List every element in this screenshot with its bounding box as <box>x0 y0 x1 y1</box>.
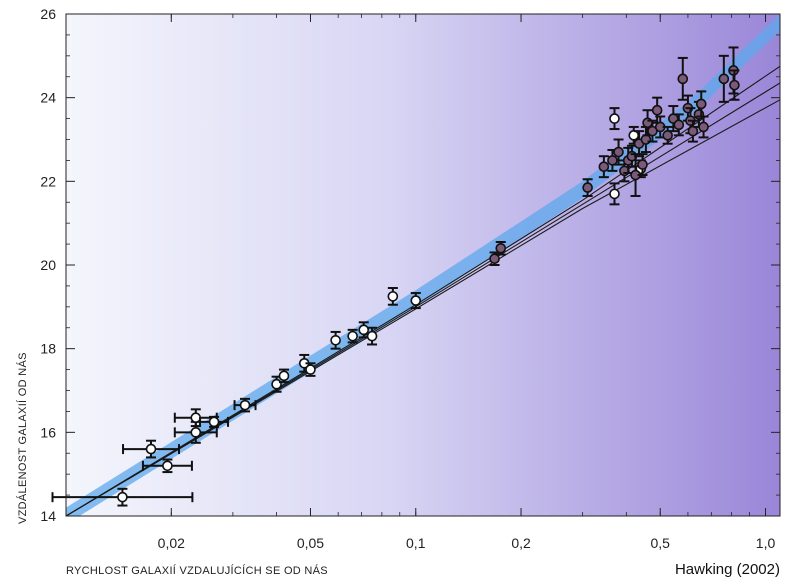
data-point <box>647 119 658 143</box>
y-tick-label: 22 <box>40 173 56 189</box>
x-tick-label: 0,1 <box>406 535 426 551</box>
open-marker <box>609 188 620 200</box>
data-point <box>141 458 193 474</box>
data-point <box>489 251 500 266</box>
x-tick-label: 1,0 <box>756 535 776 551</box>
band-area <box>66 14 780 516</box>
open-marker <box>190 427 202 438</box>
open-marker <box>410 295 422 306</box>
data-point <box>358 321 370 339</box>
y-tick-label: 14 <box>40 508 56 524</box>
filled-marker <box>647 125 658 137</box>
open-marker <box>305 364 316 375</box>
data-point <box>233 397 257 413</box>
open-marker <box>239 399 251 411</box>
filled-marker <box>662 130 673 141</box>
open-marker <box>347 330 358 342</box>
data-point <box>330 330 341 350</box>
data-point <box>495 240 507 256</box>
credit-label: Hawking (2002) <box>675 561 780 578</box>
x-tick-label: 0,5 <box>650 535 670 551</box>
open-marker <box>366 330 378 342</box>
y-axis-title: VZDÁLENOST GALAXIÍ OD NÁS <box>16 352 29 524</box>
filled-marker <box>607 155 618 166</box>
filled-marker <box>489 253 500 265</box>
data-point <box>613 138 624 166</box>
x-tick-label: 0,2 <box>511 535 531 551</box>
filled-marker <box>698 121 709 133</box>
filled-marker <box>677 73 689 85</box>
data-point <box>662 125 673 145</box>
y-tick-label: 16 <box>40 424 56 440</box>
y-tick-label: 26 <box>40 6 56 22</box>
open-marker <box>208 416 220 428</box>
plot-background <box>66 14 780 516</box>
filled-marker <box>642 117 653 129</box>
data-point <box>668 105 679 133</box>
data-point <box>695 90 707 118</box>
y-tick-label: 24 <box>40 90 56 106</box>
filled-marker <box>687 125 699 137</box>
data-point <box>278 368 290 384</box>
data-point <box>199 415 230 428</box>
data-point <box>673 113 685 137</box>
open-marker <box>117 491 128 503</box>
x-tick-label: 0,02 <box>158 535 185 551</box>
data-point <box>582 178 593 197</box>
filled-marker <box>718 73 730 85</box>
filled-marker <box>673 119 685 131</box>
filled-marker <box>598 161 610 172</box>
data-points <box>51 46 740 507</box>
filled-marker <box>729 79 740 91</box>
data-point <box>677 56 689 101</box>
data-point <box>637 153 648 177</box>
x-axis: 0,02 0,05 0,1 0,2 0,5 1,0 <box>65 14 776 551</box>
y-axis: 14 16 18 20 22 24 26 <box>40 6 780 524</box>
open-marker <box>278 370 290 382</box>
x-tick-label: 0,05 <box>297 535 324 551</box>
open-marker <box>330 334 341 346</box>
confidence-band <box>66 14 780 516</box>
open-marker <box>190 412 202 423</box>
data-point <box>654 115 666 139</box>
filled-marker <box>582 182 593 193</box>
open-marker <box>358 324 370 336</box>
data-point <box>305 362 316 377</box>
open-marker <box>387 291 399 302</box>
data-point <box>387 287 399 306</box>
open-marker <box>609 113 620 124</box>
data-point <box>598 155 610 179</box>
data-point <box>51 487 194 507</box>
filled-marker <box>613 146 624 158</box>
data-point <box>410 292 422 310</box>
x-axis-title: RYCHLOST GALAXIÍ VZDALUJÍCÍCH SE OD NÁS <box>66 564 328 577</box>
filled-marker <box>640 134 652 145</box>
open-marker <box>162 460 173 472</box>
open-marker <box>271 378 282 390</box>
data-point <box>718 54 730 103</box>
data-point <box>609 107 620 131</box>
y-tick-label: 20 <box>40 257 56 273</box>
filled-marker <box>495 242 507 254</box>
y-tick-label: 18 <box>40 341 56 357</box>
filled-marker <box>651 104 663 116</box>
data-point <box>687 119 699 143</box>
filled-marker <box>637 159 648 170</box>
data-point <box>729 69 740 101</box>
data-point <box>698 115 709 139</box>
data-point <box>609 182 620 206</box>
data-point <box>347 328 358 344</box>
open-marker <box>628 130 640 141</box>
open-marker <box>145 443 157 455</box>
filled-marker <box>695 98 707 110</box>
data-point <box>366 326 378 346</box>
data-point <box>122 439 180 459</box>
